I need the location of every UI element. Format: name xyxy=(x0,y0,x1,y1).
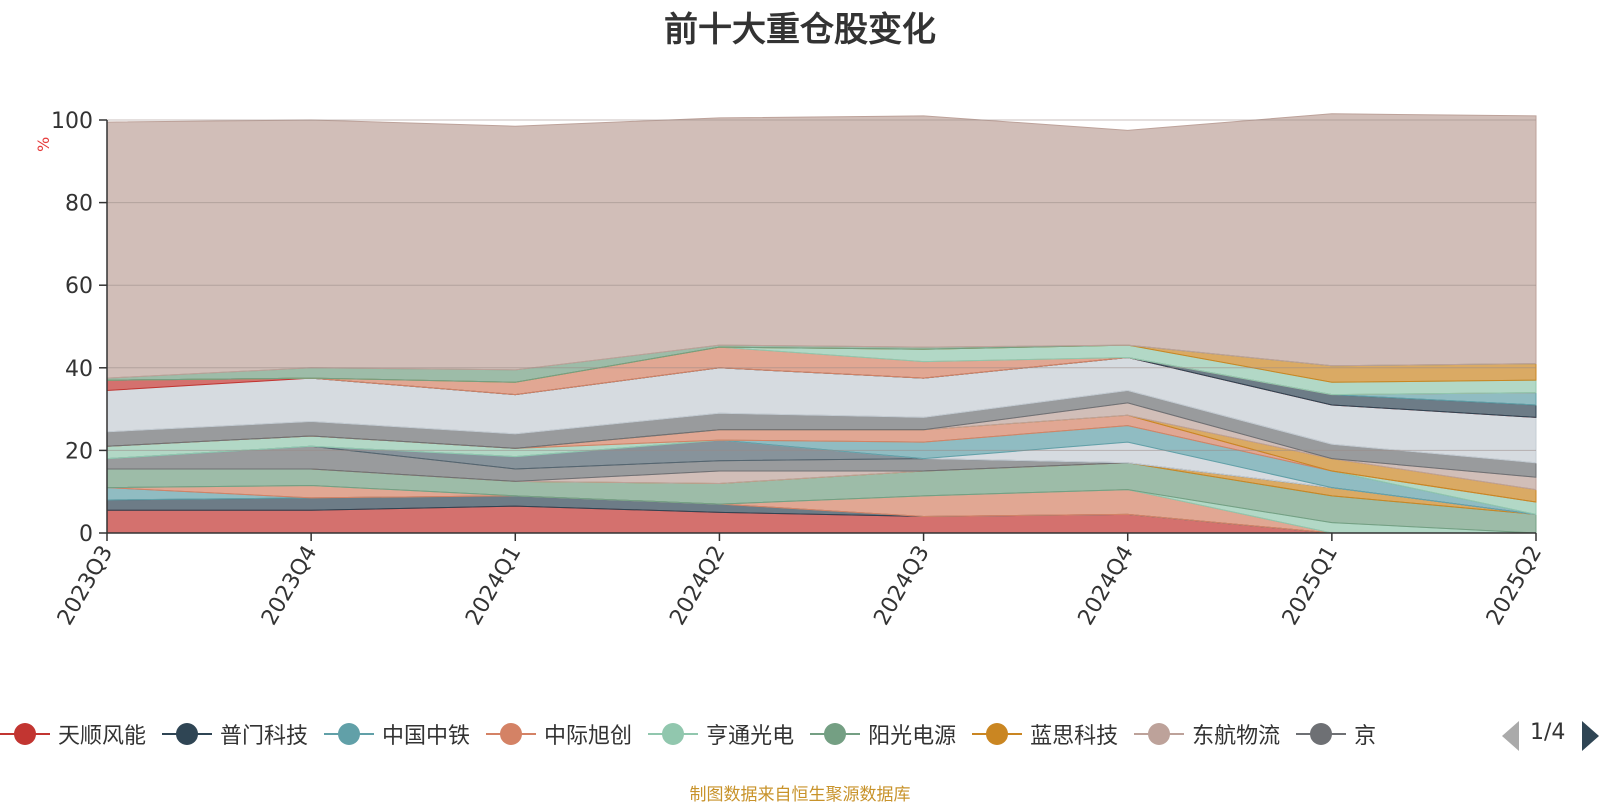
chart-title: 前十大重仓股变化 xyxy=(664,10,936,50)
legend-label: 中国中铁 xyxy=(382,724,471,749)
legend-next-page-icon[interactable] xyxy=(1582,721,1599,751)
legend-marker-icon xyxy=(0,722,50,746)
legend-marker-icon xyxy=(1134,722,1185,746)
legend: 天顺风能 普门科技 中国中铁 中际旭创 亨通光电 阳光电源 蓝思科技 东航物流 京 xyxy=(0,716,1490,752)
legend-marker-icon xyxy=(162,722,213,746)
legend-marker-icon xyxy=(1296,722,1347,746)
legend-marker-icon xyxy=(810,722,861,746)
y-tick-label-40: 40 xyxy=(65,357,93,382)
x-tick-label-6: 2024Q4 xyxy=(1074,542,1139,630)
y-tick-label-60: 60 xyxy=(65,274,93,299)
legend-item[interactable]: 东航物流 xyxy=(1134,716,1280,752)
legend-item[interactable]: 中国中铁 xyxy=(324,716,470,752)
x-tick-label-3: 2024Q1 xyxy=(461,542,526,630)
legend-marker-icon xyxy=(486,722,537,746)
legend-item[interactable]: 京 xyxy=(1296,716,1376,752)
legend-label: 阳光电源 xyxy=(868,724,957,749)
x-tick-label-4: 2024Q2 xyxy=(665,542,730,630)
legend-item[interactable]: 亨通光电 xyxy=(648,716,794,752)
legend-marker-icon xyxy=(324,722,375,746)
x-tick-label-2: 2023Q4 xyxy=(257,542,322,630)
y-tick-label-100: 100 xyxy=(51,109,93,134)
legend-item[interactable]: 蓝思科技 xyxy=(972,716,1118,752)
legend-marker-icon xyxy=(972,722,1023,746)
legend-label: 蓝思科技 xyxy=(1030,724,1119,749)
legend-label: 普门科技 xyxy=(220,724,309,749)
x-tick-label-5: 2024Q3 xyxy=(869,542,934,630)
legend-page-indicator: 1/4 xyxy=(1530,720,1566,745)
series-areas xyxy=(106,113,1537,534)
legend-label: 东航物流 xyxy=(1192,724,1281,749)
legend-item[interactable]: 普门科技 xyxy=(162,716,308,752)
legend-marker-icon xyxy=(648,722,699,746)
x-tick-label-8: 2025Q2 xyxy=(1482,542,1547,630)
x-tick-label-7: 2025Q1 xyxy=(1278,542,1343,630)
x-tick-label-1: 2023Q3 xyxy=(53,542,118,630)
legend-prev-page-icon[interactable] xyxy=(1502,721,1519,751)
data-source-note: 制图数据来自恒生聚源数据库 xyxy=(689,785,911,805)
legend-label: 京 xyxy=(1354,724,1377,749)
legend-pager: 1/4 xyxy=(1502,718,1600,754)
area-series-26 xyxy=(106,113,1537,379)
area-chart: 0 20 40 60 80 100 2023Q3 2023Q4 2024Q1 2024Q2 2024… xyxy=(51,109,1547,630)
y-tick-label-80: 80 xyxy=(65,192,93,217)
legend-item[interactable]: 阳光电源 xyxy=(810,716,956,752)
legend-label: 天顺风能 xyxy=(58,724,147,749)
legend-label: 亨通光电 xyxy=(706,724,795,749)
legend-item[interactable]: 中际旭创 xyxy=(486,716,632,752)
legend-item[interactable]: 天顺风能 xyxy=(0,716,146,752)
y-tick-label-0: 0 xyxy=(79,522,93,547)
legend-label: 中际旭创 xyxy=(544,724,633,749)
y-tick-label-20: 20 xyxy=(65,439,93,464)
